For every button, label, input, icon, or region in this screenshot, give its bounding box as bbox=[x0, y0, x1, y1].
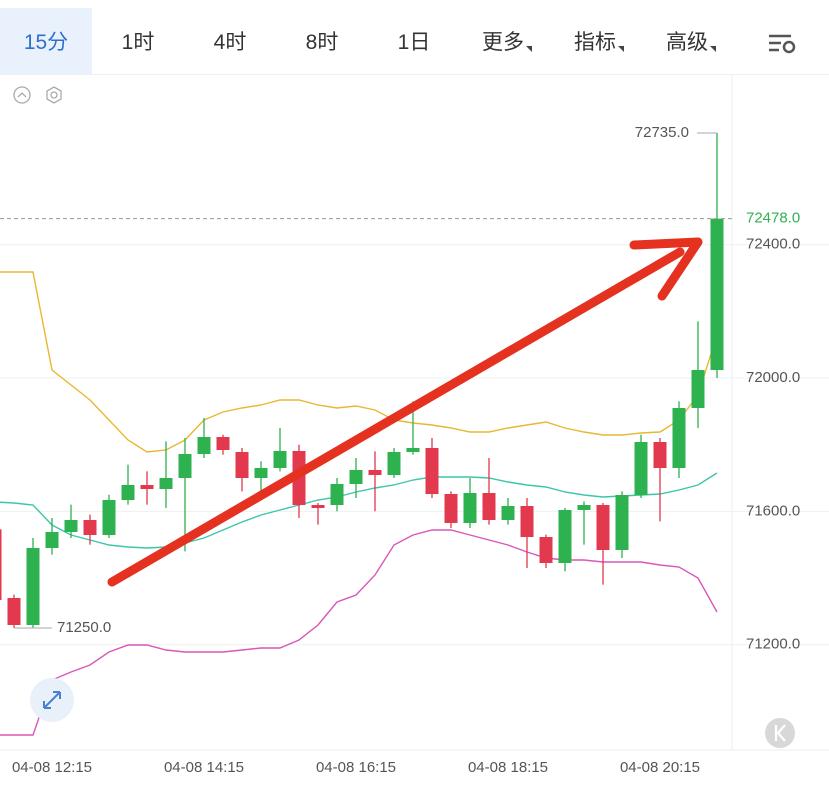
collapse-icon[interactable] bbox=[13, 86, 62, 104]
candle-body bbox=[254, 468, 268, 478]
high-label: 72735.0 bbox=[635, 124, 689, 141]
timeframe-tab[interactable]: 指标 bbox=[552, 8, 644, 74]
tab-label: 1日 bbox=[397, 31, 431, 54]
settings-icon[interactable] bbox=[769, 34, 796, 54]
back-to-latest-button[interactable] bbox=[765, 718, 795, 748]
candle-body bbox=[45, 532, 59, 548]
x-tick-label: 04-08 16:15 bbox=[316, 759, 396, 776]
candle-body bbox=[83, 520, 97, 535]
timeframe-tab[interactable]: 15分 bbox=[0, 8, 92, 74]
candle-body bbox=[102, 500, 116, 535]
timeframe-tab[interactable]: 8时 bbox=[276, 8, 368, 74]
candle-body bbox=[349, 470, 363, 484]
x-tick-label: 04-08 14:15 bbox=[164, 759, 244, 776]
x-tick-label: 04-08 12:15 bbox=[12, 759, 92, 776]
candle-body bbox=[273, 451, 287, 468]
tab-label: 1时 bbox=[121, 31, 155, 54]
dropdown-indicator bbox=[618, 46, 624, 52]
candle-body bbox=[558, 510, 572, 563]
candle-body bbox=[634, 442, 648, 495]
candle-body bbox=[197, 437, 211, 454]
dropdown-indicator bbox=[710, 46, 716, 52]
y-tick-label: 72400.0 bbox=[746, 236, 800, 253]
candle-body bbox=[330, 484, 344, 505]
candle-body bbox=[596, 505, 610, 550]
candle-body bbox=[7, 598, 21, 625]
timeframe-tab[interactable]: 更多 bbox=[460, 8, 552, 74]
candle-body bbox=[539, 537, 553, 563]
candle-body bbox=[653, 442, 667, 468]
candle-body bbox=[178, 454, 192, 478]
tab-label: 高级 bbox=[666, 31, 708, 54]
candle-body bbox=[520, 506, 534, 537]
tab-label: 指标 bbox=[574, 31, 616, 54]
low-label: 71250.0 bbox=[57, 619, 111, 636]
expand-button[interactable] bbox=[30, 678, 74, 722]
candle-body bbox=[691, 370, 705, 408]
dropdown-indicator bbox=[526, 46, 532, 52]
last-price-label: 72478.0 bbox=[746, 210, 800, 227]
candle-body bbox=[463, 493, 477, 523]
candle-body bbox=[368, 470, 382, 475]
candle-body bbox=[710, 218, 724, 370]
candle-body bbox=[577, 505, 591, 510]
timeframe-tab[interactable]: 1时 bbox=[92, 8, 184, 74]
timeframe-tab[interactable]: 4时 bbox=[184, 8, 276, 74]
x-tick-label: 04-08 18:15 bbox=[468, 759, 548, 776]
band-line bbox=[0, 529, 718, 736]
candle-body bbox=[140, 485, 154, 489]
timeframe-tab[interactable]: 1日 bbox=[368, 8, 460, 74]
candle-body bbox=[425, 448, 439, 494]
candle-body bbox=[0, 529, 2, 600]
y-tick-label: 72000.0 bbox=[746, 369, 800, 386]
x-tick-label: 04-08 20:15 bbox=[620, 759, 700, 776]
candle-body bbox=[159, 478, 173, 489]
candle-body bbox=[406, 448, 420, 452]
candle-body bbox=[501, 506, 515, 520]
candle-body bbox=[615, 495, 629, 550]
tab-label: 8时 bbox=[305, 31, 339, 54]
candle-body bbox=[216, 437, 230, 450]
toolbar: 15分 1时 4时 8时 1日 更多 指标 高级 bbox=[0, 8, 829, 75]
candle-body bbox=[235, 452, 249, 478]
tab-label: 更多 bbox=[482, 31, 524, 54]
candle-body bbox=[444, 494, 458, 523]
timeframe-tab[interactable]: 高级 bbox=[644, 8, 736, 74]
trend-arrow bbox=[107, 237, 703, 587]
y-tick-label: 71200.0 bbox=[746, 636, 800, 653]
labels: 71200.0 71600.0 72000.0 72400.0 04-08 12:15 0… bbox=[12, 124, 800, 776]
candle-body bbox=[387, 452, 401, 475]
candle-body bbox=[64, 520, 78, 532]
y-tick-label: 71600.0 bbox=[746, 502, 800, 519]
candle-body bbox=[26, 548, 40, 625]
grid bbox=[0, 244, 829, 646]
candle-body bbox=[121, 485, 135, 500]
tab-label: 4时 bbox=[213, 31, 247, 54]
candle-body bbox=[311, 505, 325, 508]
candle-body bbox=[672, 408, 686, 468]
tab-label: 15分 bbox=[23, 31, 69, 54]
band-line bbox=[0, 271, 718, 453]
plot bbox=[0, 133, 732, 736]
candle-body bbox=[482, 493, 496, 520]
